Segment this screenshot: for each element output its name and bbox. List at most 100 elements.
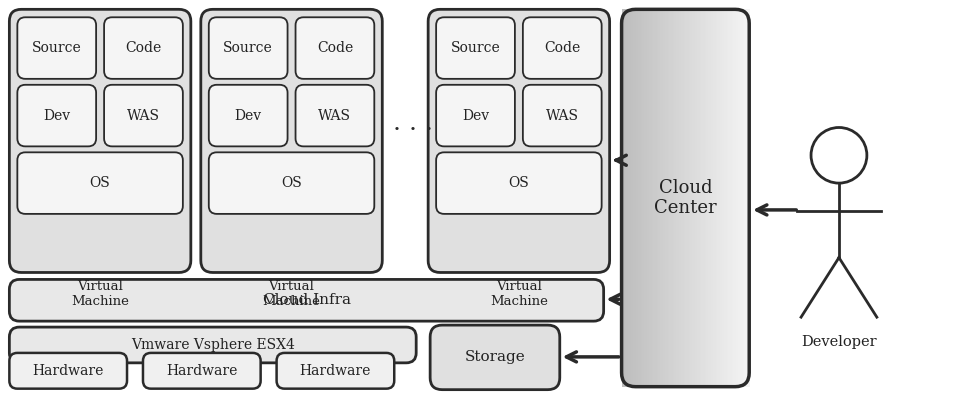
Bar [748, 10, 750, 387]
Bar [679, 10, 681, 387]
Bar [681, 10, 683, 387]
FancyBboxPatch shape [143, 353, 261, 389]
Bar [720, 10, 722, 387]
FancyBboxPatch shape [200, 10, 383, 272]
FancyBboxPatch shape [10, 353, 127, 389]
Bar [667, 10, 668, 387]
FancyBboxPatch shape [17, 85, 96, 146]
Bar [691, 10, 694, 387]
Text: Storage: Storage [464, 351, 526, 364]
FancyBboxPatch shape [209, 17, 288, 79]
Text: Virtual
Machine: Virtual Machine [71, 280, 129, 308]
Bar [658, 10, 661, 387]
FancyBboxPatch shape [209, 85, 288, 146]
Bar [628, 10, 630, 387]
Bar [677, 10, 680, 387]
Text: Hardware: Hardware [33, 364, 104, 378]
Bar [708, 10, 710, 387]
Bar [674, 10, 676, 387]
FancyBboxPatch shape [105, 85, 183, 146]
Bar [689, 10, 690, 387]
FancyBboxPatch shape [436, 85, 515, 146]
FancyBboxPatch shape [428, 10, 610, 272]
Bar [724, 10, 726, 387]
Bar [711, 10, 713, 387]
Bar [638, 10, 640, 387]
Text: Cloud Infra: Cloud Infra [263, 293, 350, 307]
Bar [657, 10, 659, 387]
Bar [660, 10, 662, 387]
Bar [676, 10, 678, 387]
Bar [727, 10, 729, 387]
Bar [725, 10, 727, 387]
Bar [744, 10, 746, 387]
Bar [671, 10, 673, 387]
Bar [730, 10, 732, 387]
Bar [672, 10, 675, 387]
Bar [639, 10, 642, 387]
Bar [626, 10, 628, 387]
Bar [662, 10, 664, 387]
Text: OS: OS [508, 176, 529, 190]
Bar [706, 10, 709, 387]
Text: Cloud
Center: Cloud Center [654, 179, 716, 218]
Bar [645, 10, 647, 387]
Bar [710, 10, 712, 387]
Bar [734, 10, 736, 387]
Bar [741, 10, 743, 387]
Bar [705, 10, 707, 387]
FancyBboxPatch shape [105, 17, 183, 79]
Text: · · ·: · · · [393, 119, 433, 142]
Bar [693, 10, 695, 387]
Text: Developer: Developer [801, 335, 877, 349]
Bar [650, 10, 652, 387]
Text: Vmware Vsphere ESX4: Vmware Vsphere ESX4 [130, 338, 294, 352]
Text: Hardware: Hardware [166, 364, 238, 378]
Bar [717, 10, 719, 387]
FancyBboxPatch shape [436, 17, 515, 79]
Text: WAS: WAS [318, 109, 351, 123]
Bar [623, 10, 625, 387]
FancyBboxPatch shape [10, 327, 416, 363]
Bar [719, 10, 721, 387]
Bar [647, 10, 649, 387]
Bar [634, 10, 637, 387]
Text: Virtual
Machine: Virtual Machine [263, 280, 320, 308]
Bar [667, 10, 670, 387]
Bar [732, 10, 734, 387]
Bar [665, 10, 667, 387]
FancyBboxPatch shape [10, 279, 603, 321]
Text: Source: Source [223, 41, 273, 55]
FancyBboxPatch shape [17, 17, 96, 79]
Bar [735, 10, 737, 387]
Text: Source: Source [32, 41, 82, 55]
Bar [643, 10, 644, 387]
Bar [682, 10, 685, 387]
Bar [695, 10, 697, 387]
Text: Dev: Dev [462, 109, 489, 123]
Bar [624, 10, 627, 387]
Bar [636, 10, 638, 387]
Bar [684, 10, 686, 387]
Text: Code: Code [316, 41, 353, 55]
FancyBboxPatch shape [295, 17, 374, 79]
Bar [663, 10, 666, 387]
Bar [652, 10, 654, 387]
Text: Code: Code [126, 41, 162, 55]
Bar [729, 10, 731, 387]
Text: Dev: Dev [235, 109, 262, 123]
Text: Hardware: Hardware [300, 364, 371, 378]
FancyBboxPatch shape [17, 152, 183, 214]
FancyBboxPatch shape [209, 152, 374, 214]
Bar [633, 10, 635, 387]
Bar [641, 10, 643, 387]
Bar [746, 10, 748, 387]
Bar [690, 10, 692, 387]
Bar [701, 10, 704, 387]
Bar [648, 10, 651, 387]
Bar [696, 10, 699, 387]
Bar [655, 10, 657, 387]
Text: WAS: WAS [546, 109, 579, 123]
Bar [700, 10, 702, 387]
FancyBboxPatch shape [276, 353, 394, 389]
